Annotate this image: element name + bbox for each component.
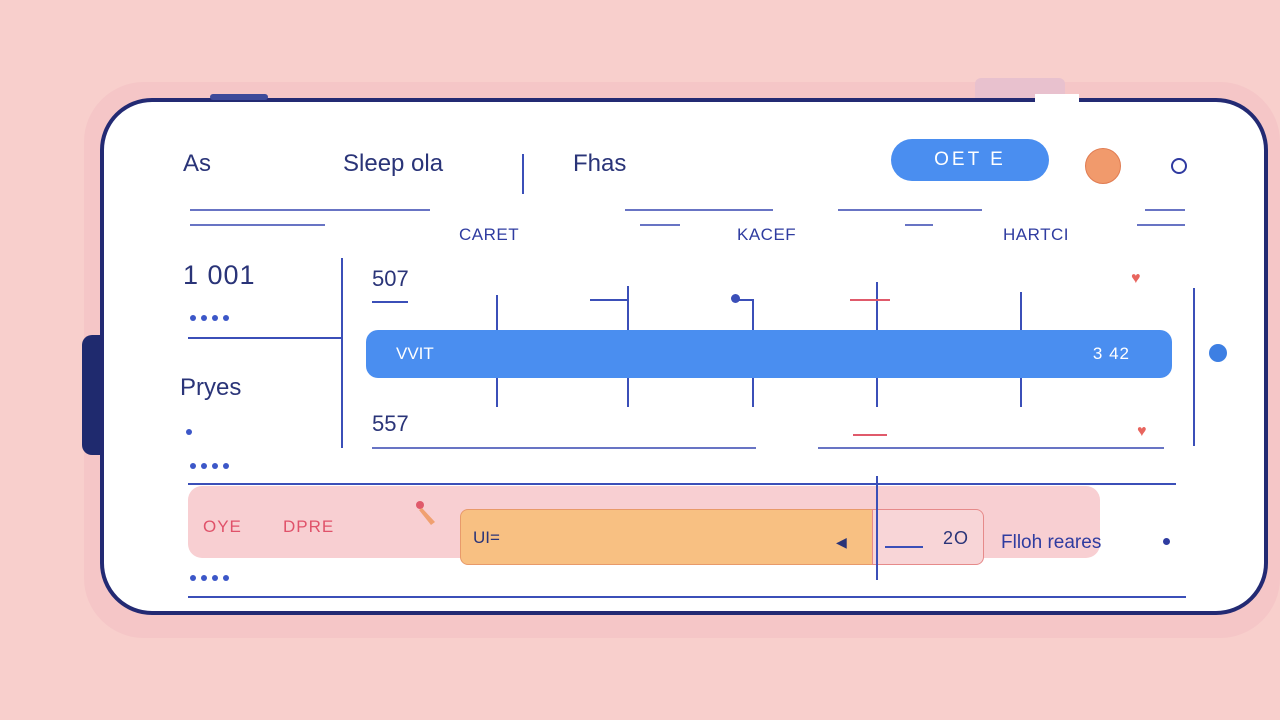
- column-header-kacef: KACEF: [737, 225, 797, 244]
- value-text: 2O: [942, 528, 969, 548]
- top-value: 507: [372, 266, 409, 291]
- divider-line: [818, 447, 1164, 449]
- main-progress-bar[interactable]: VVIT 3 42: [366, 330, 1172, 378]
- marker-line-red: [853, 434, 887, 436]
- input-bar[interactable]: UI=: [460, 509, 882, 565]
- value-box[interactable]: 2O: [872, 509, 984, 565]
- pagination-dots[interactable]: [190, 315, 229, 321]
- cursor-line: [876, 476, 878, 580]
- pagination-dots[interactable]: [190, 463, 229, 469]
- bar-right-value: 3 42: [1092, 344, 1130, 363]
- divider-line: [1137, 224, 1185, 226]
- dot-icon: [1163, 538, 1170, 545]
- stat-value: 1 001: [183, 260, 256, 290]
- divider-line: [905, 224, 933, 226]
- divider-line: [838, 209, 982, 211]
- chevron-left-icon: ◀: [836, 534, 847, 550]
- tag-dpre[interactable]: DPRE: [283, 517, 335, 536]
- tag-oye[interactable]: OYE: [203, 517, 242, 536]
- device-side-button: [82, 335, 104, 455]
- link-label[interactable]: Flloh reares: [1001, 532, 1102, 553]
- slider-handle[interactable]: [1209, 344, 1227, 362]
- heart-icon[interactable]: ♥: [1137, 423, 1147, 440]
- axis-line: [341, 258, 343, 448]
- value-underline: [885, 546, 923, 548]
- device-top-nub: [210, 94, 268, 100]
- input-label: UI=: [473, 528, 500, 547]
- ring-icon[interactable]: [1171, 158, 1187, 174]
- single-dot: [186, 429, 192, 435]
- divider-line: [188, 483, 1176, 485]
- tab-divider: [522, 154, 524, 194]
- grid-tick-cap: [736, 299, 754, 301]
- section-label: Pryes: [180, 374, 242, 401]
- tab-sleep[interactable]: Sleep ola: [343, 150, 444, 177]
- device-notch-gap: [1035, 94, 1079, 104]
- divider-line: [625, 209, 773, 211]
- divider-line: [640, 224, 680, 226]
- divider-line: [1145, 209, 1185, 211]
- divider-line: [188, 337, 341, 339]
- column-header-hartci: HARTCI: [1003, 225, 1069, 244]
- brush-icon: [416, 501, 435, 525]
- tab-as[interactable]: As: [183, 150, 212, 177]
- value-underline: [372, 301, 408, 303]
- divider-line: [372, 447, 756, 449]
- marker-line-red: [850, 299, 890, 301]
- divider-line: [190, 209, 430, 211]
- bottom-value: 557: [372, 411, 409, 436]
- axis-line: [1193, 288, 1195, 446]
- heart-icon[interactable]: ♥: [1131, 270, 1141, 287]
- divider-line: [190, 224, 325, 226]
- grid-tick-cap: [590, 299, 628, 301]
- marker-dot: [731, 294, 740, 303]
- bar-left-label: VVIT: [396, 344, 434, 363]
- column-header-caret: CARET: [459, 225, 520, 244]
- divider-line: [188, 596, 1186, 598]
- avatar[interactable]: [1085, 148, 1121, 184]
- device-top-tab: [975, 78, 1065, 98]
- tab-fhas[interactable]: Fhas: [573, 150, 627, 177]
- action-button[interactable]: OET E: [891, 139, 1049, 181]
- pagination-dots[interactable]: [190, 575, 229, 581]
